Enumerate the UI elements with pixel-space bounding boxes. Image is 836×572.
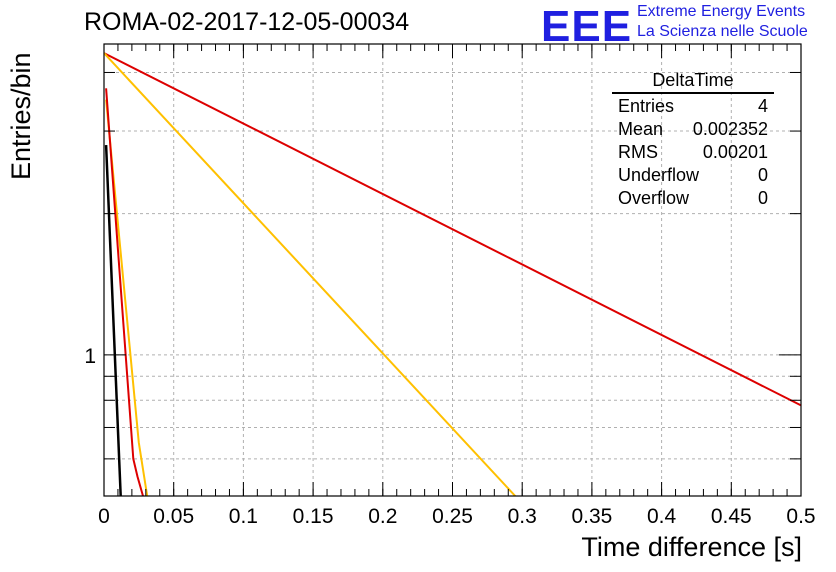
stats-title: DeltaTime bbox=[612, 70, 774, 94]
x-axis-label: Time difference [s] bbox=[581, 532, 802, 562]
y-axis-label: Entries/bin bbox=[6, 52, 36, 180]
series-lines bbox=[103, 52, 802, 497]
x-tick-label: 0.2 bbox=[368, 505, 397, 528]
org-name-line1: Extreme Energy Events bbox=[637, 3, 806, 20]
stats-box: DeltaTime Entries 4 Mean 0.002352 RMS 0.… bbox=[612, 70, 774, 210]
stats-value: 0 bbox=[757, 188, 768, 208]
y-tick-label: 1 bbox=[84, 345, 96, 368]
x-tick-label: 0 bbox=[98, 505, 110, 528]
x-tick-label: 0.3 bbox=[508, 505, 537, 528]
series-line bbox=[103, 52, 516, 497]
stats-row: Underflow 0 bbox=[612, 164, 774, 187]
stats-value: 0 bbox=[757, 165, 768, 185]
eee-logo: EEE bbox=[541, 2, 633, 51]
stats-label: Mean bbox=[618, 119, 664, 139]
stats-row: Mean 0.002352 bbox=[612, 118, 774, 141]
x-tick-label: 0.15 bbox=[293, 505, 334, 528]
stats-label: Overflow bbox=[618, 188, 690, 208]
stats-label: Underflow bbox=[618, 165, 700, 185]
x-tick-label: 0.25 bbox=[432, 505, 473, 528]
stats-label: Entries bbox=[618, 96, 675, 116]
axis-ticks bbox=[103, 44, 802, 497]
series-line bbox=[104, 145, 122, 497]
stats-label: RMS bbox=[618, 142, 658, 162]
stats-row: Overflow 0 bbox=[612, 187, 774, 210]
series-line bbox=[105, 99, 149, 497]
x-tick-label: 0.4 bbox=[647, 505, 677, 528]
x-tick-label: 0.5 bbox=[786, 505, 815, 528]
plot-title: ROMA-02-2017-12-05-00034 bbox=[84, 8, 410, 36]
org-name-line2: La Scienza nelle Scuole bbox=[637, 23, 808, 40]
stats-row: Entries 4 bbox=[612, 95, 774, 118]
stats-row: RMS 0.00201 bbox=[612, 141, 774, 164]
x-tick-label: 0.35 bbox=[571, 505, 612, 528]
series-line bbox=[103, 52, 802, 407]
x-tick-label: 0.05 bbox=[153, 505, 194, 528]
stats-value: 4 bbox=[757, 96, 768, 116]
stats-value: 0.00201 bbox=[702, 142, 768, 162]
tick-labels: 0 0.05 0.1 0.15 0.2 0.25 0.3 0.35 0.4 0.45 0.5 1 bbox=[84, 345, 815, 528]
x-tick-label: 0.45 bbox=[711, 505, 752, 528]
stats-value: 0.002352 bbox=[692, 119, 768, 139]
x-tick-label: 0.1 bbox=[229, 505, 258, 528]
series-line bbox=[105, 88, 144, 497]
grid-lines bbox=[104, 44, 801, 497]
